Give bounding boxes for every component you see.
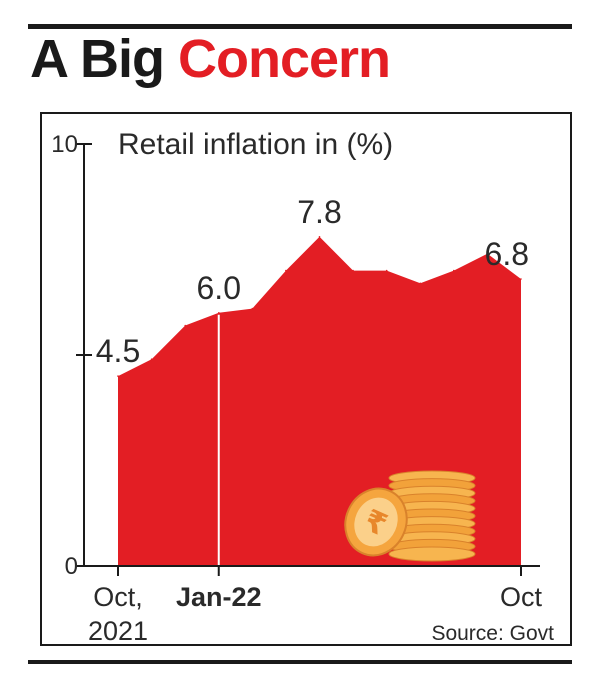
data-point: [486, 252, 489, 255]
data-point: [117, 375, 119, 377]
data-label: 6.0: [197, 270, 241, 306]
x-tick-label: Oct: [500, 582, 543, 612]
data-label: 7.8: [297, 194, 341, 230]
coin: [388, 546, 476, 562]
data-point: [352, 269, 354, 272]
rupee-coin-stack-icon: ₹: [344, 470, 476, 562]
headline-word-1: A Big: [30, 29, 165, 89]
source-note: Source: Govt: [431, 622, 554, 645]
data-label: 4.5: [96, 333, 140, 369]
x-tick-label: Oct,: [93, 582, 143, 612]
chart-subtitle: Retail inflation in (%): [118, 128, 394, 161]
data-point: [318, 236, 321, 238]
x-tick-label: 2021: [88, 616, 148, 646]
y-tick-label: 10: [51, 131, 78, 158]
data-label: 6.8: [485, 236, 529, 272]
data-point: [453, 269, 455, 272]
data-point: [520, 278, 522, 280]
data-point: [150, 358, 153, 361]
chart-panel: [40, 112, 572, 646]
bottom-rule: [28, 660, 572, 664]
headline-word-2: Concern: [178, 29, 391, 89]
data-point: [285, 269, 287, 272]
top-rule: [28, 24, 572, 29]
front-coin-face: [354, 497, 398, 547]
data-point: [419, 282, 422, 285]
data-point: [218, 312, 220, 314]
data-point: [385, 269, 388, 272]
data-point: [184, 324, 186, 327]
y-tick-label: 0: [65, 553, 78, 580]
data-point: [251, 307, 254, 310]
x-tick-label: Jan-22: [176, 582, 262, 612]
headline: A Big Concern: [30, 29, 391, 89]
